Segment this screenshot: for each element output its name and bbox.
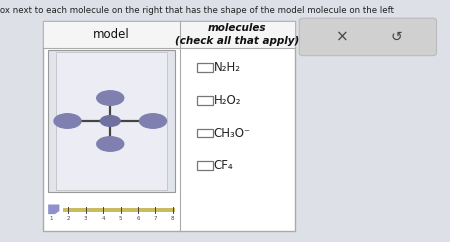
FancyBboxPatch shape — [63, 208, 175, 212]
Text: 3: 3 — [84, 216, 87, 221]
FancyBboxPatch shape — [56, 52, 166, 190]
Text: 1: 1 — [49, 216, 53, 221]
Text: 2: 2 — [67, 216, 70, 221]
Text: Check the box next to each molecule on the right that has the shape of the model: Check the box next to each molecule on t… — [0, 6, 394, 15]
Text: 7: 7 — [153, 216, 157, 221]
FancyBboxPatch shape — [299, 18, 436, 56]
Text: 8: 8 — [171, 216, 175, 221]
FancyBboxPatch shape — [197, 96, 213, 105]
Text: CH₃O⁻: CH₃O⁻ — [214, 127, 251, 140]
Text: N₂H₂: N₂H₂ — [214, 61, 241, 74]
Text: model: model — [93, 28, 130, 41]
FancyBboxPatch shape — [197, 161, 213, 170]
FancyBboxPatch shape — [43, 21, 295, 48]
Text: ×: × — [336, 30, 349, 44]
Circle shape — [97, 137, 124, 151]
Circle shape — [54, 114, 81, 128]
Text: ↺: ↺ — [390, 30, 402, 44]
Circle shape — [140, 114, 166, 128]
FancyBboxPatch shape — [43, 21, 295, 231]
Text: 5: 5 — [119, 216, 122, 221]
Circle shape — [100, 116, 120, 126]
Text: CF₄: CF₄ — [214, 159, 234, 172]
Text: molecules
(check all that apply): molecules (check all that apply) — [175, 23, 300, 46]
Text: H₂O₂: H₂O₂ — [214, 94, 241, 107]
Polygon shape — [48, 204, 59, 214]
FancyBboxPatch shape — [197, 129, 213, 137]
Text: 4: 4 — [101, 216, 105, 221]
FancyBboxPatch shape — [197, 63, 213, 72]
FancyBboxPatch shape — [48, 50, 175, 192]
Circle shape — [97, 91, 124, 105]
Text: 6: 6 — [136, 216, 140, 221]
